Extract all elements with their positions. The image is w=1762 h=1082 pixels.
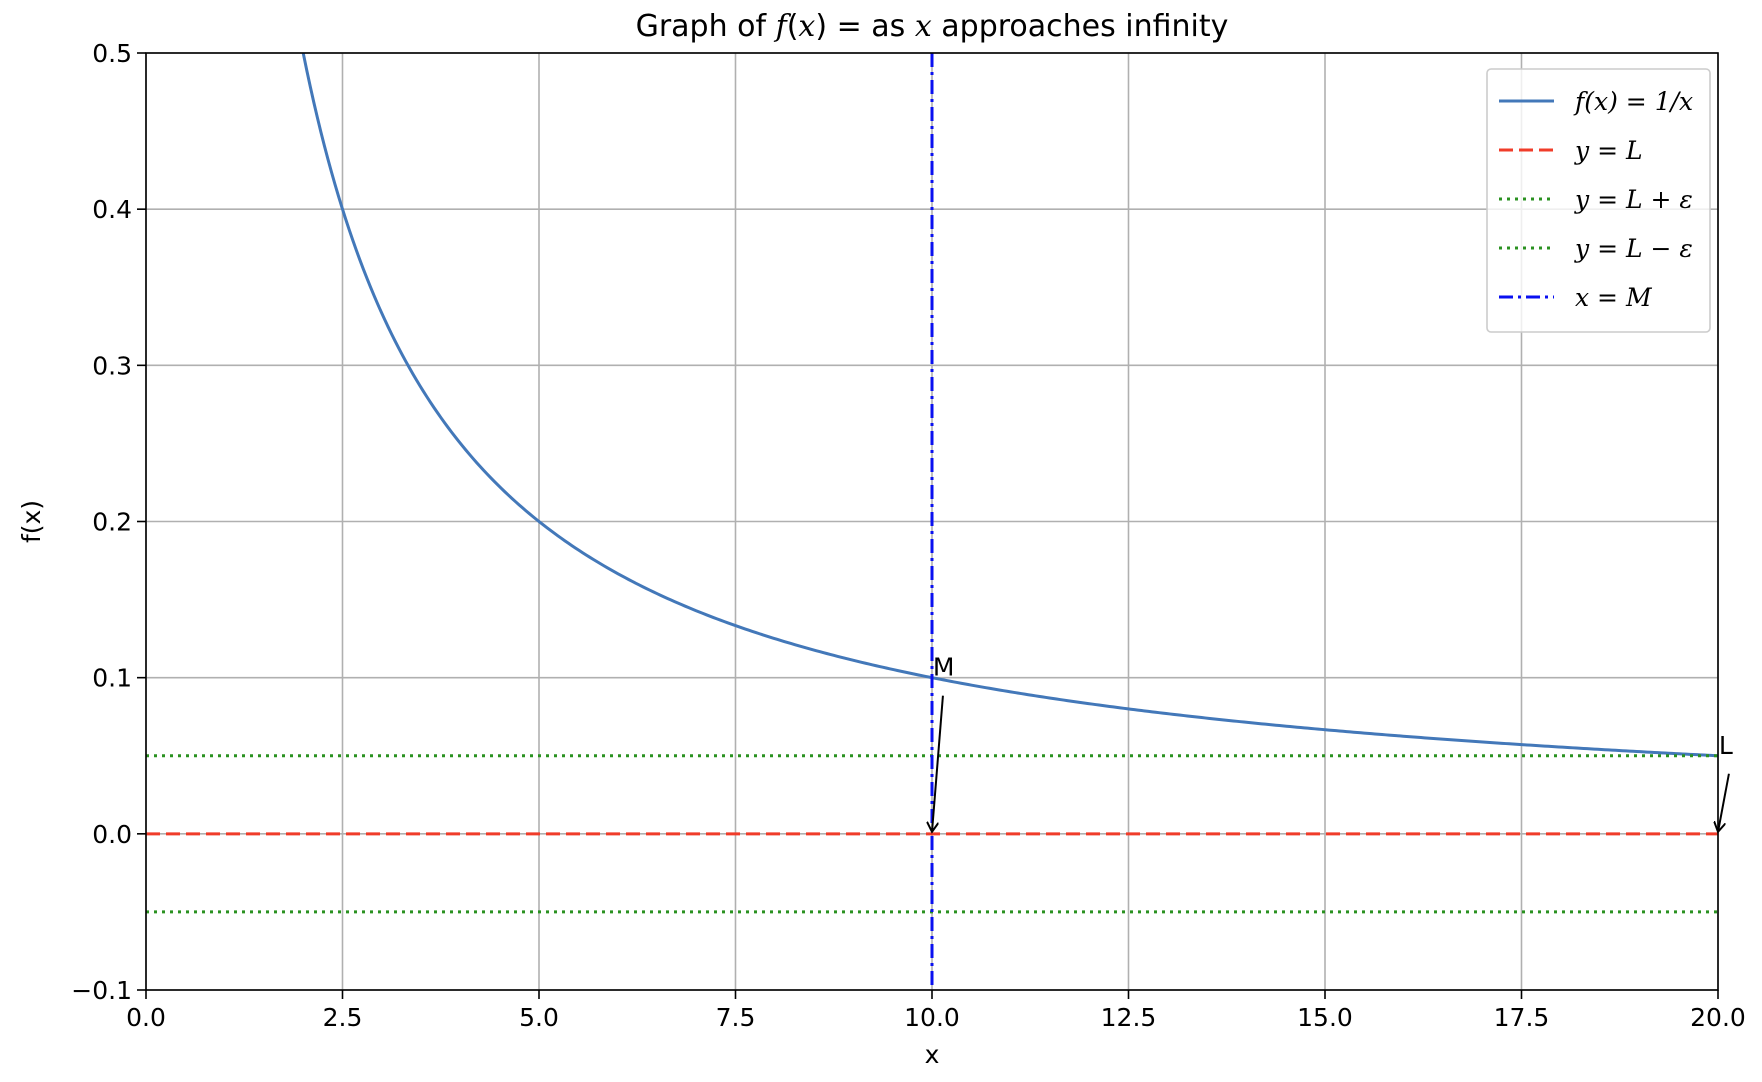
x-axis-label: x: [925, 1040, 940, 1069]
chart-title-part: x: [915, 9, 932, 44]
chart-title-part: as: [871, 9, 915, 44]
chart-title-part: (: [787, 9, 799, 44]
chart-title-part: ) =: [815, 9, 871, 44]
x-tick-label: 5.0: [519, 1003, 559, 1032]
legend-entry-label: y = L + ε: [1574, 185, 1693, 214]
y-tick-label: −0.1: [71, 976, 132, 1005]
chart-title: Graph of f(x) = as x approaches infinity: [636, 9, 1229, 44]
chart-title-part: approaches infinity: [932, 9, 1229, 44]
legend-entry-label: y = L: [1574, 136, 1643, 165]
x-tick-label: 12.5: [1101, 1003, 1157, 1032]
x-tick-label: 2.5: [323, 1003, 363, 1032]
y-tick-label: 0.1: [92, 664, 132, 693]
x-tick-label: 10.0: [904, 1003, 960, 1032]
annotation-label: L: [1719, 731, 1733, 760]
y-axis-label: f(x): [17, 500, 46, 543]
series-curve-f: [301, 53, 1718, 758]
x-tick-label: 15.0: [1297, 1003, 1353, 1032]
y-tick-label: 0.2: [92, 508, 132, 537]
x-tick-label: 17.5: [1494, 1003, 1550, 1032]
y-tick-label: 0.0: [92, 820, 132, 849]
x-tick-label: 0.0: [126, 1003, 166, 1032]
x-tick-label: 7.5: [716, 1003, 756, 1032]
legend-entry-label: f(x) = 1/x: [1573, 87, 1693, 116]
y-tick-label: 0.4: [92, 195, 132, 224]
chart-title-part: x: [798, 9, 815, 44]
annotation-label: M: [933, 653, 955, 682]
y-tick-label: 0.3: [92, 351, 132, 380]
series-layer: [146, 53, 1718, 990]
legend-entry-label: y = L − ε: [1574, 234, 1693, 263]
legend-box: [1486, 68, 1711, 333]
legend: f(x) = 1/x y = L y = L + ε y = L − ε x = M: [1486, 68, 1711, 333]
x-tick-label: 20.0: [1690, 1003, 1746, 1032]
y-tick-label: 0.5: [92, 39, 132, 68]
chart-title-part: Graph of: [636, 9, 776, 44]
annotation-arrow: [932, 695, 944, 832]
legend-entry-label: x = M: [1575, 283, 1653, 312]
annotations: ML: [932, 653, 1733, 832]
annotation-arrow: [1718, 773, 1730, 832]
ticks: 0.0 2.5 5.0 7.5 10.0 12.5 15.0 17.5 20.0−0.10.00…: [71, 39, 1746, 1032]
